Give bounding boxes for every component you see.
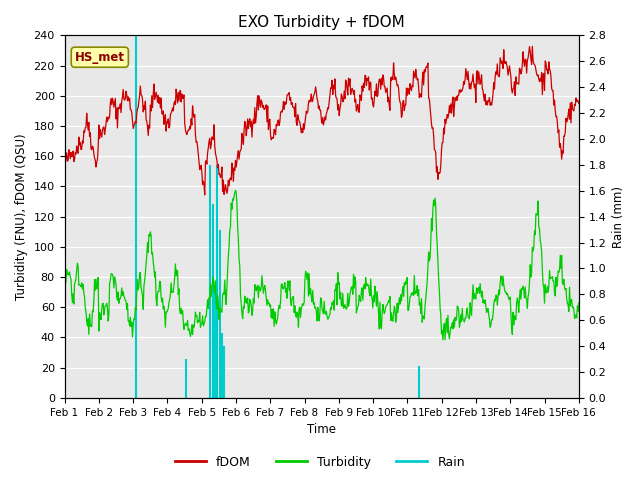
Title: EXO Turbidity + fDOM: EXO Turbidity + fDOM: [238, 15, 405, 30]
Text: HS_met: HS_met: [75, 51, 125, 64]
Legend: fDOM, Turbidity, Rain: fDOM, Turbidity, Rain: [170, 451, 470, 474]
X-axis label: Time: Time: [307, 423, 336, 436]
Y-axis label: Rain (mm): Rain (mm): [612, 186, 625, 248]
Y-axis label: Turbidity (FNU), fDOM (QSU): Turbidity (FNU), fDOM (QSU): [15, 133, 28, 300]
